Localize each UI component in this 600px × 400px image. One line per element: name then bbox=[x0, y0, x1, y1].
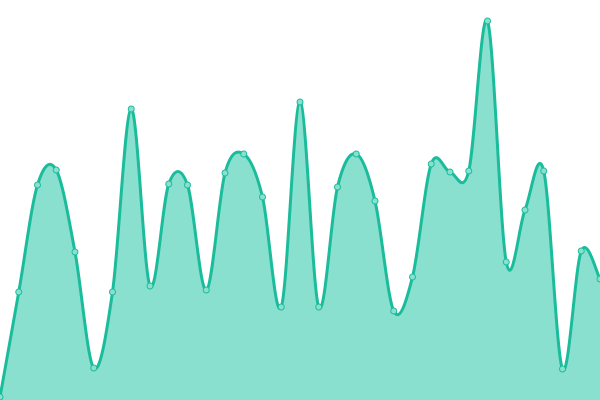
data-point bbox=[596, 275, 600, 283]
data-point bbox=[146, 282, 154, 290]
data-point bbox=[52, 166, 60, 174]
data-point bbox=[184, 181, 191, 189]
area-fill bbox=[0, 19, 600, 400]
data-point bbox=[0, 393, 4, 400]
data-point bbox=[465, 167, 473, 175]
data-point bbox=[202, 286, 210, 294]
data-point bbox=[409, 273, 416, 281]
data-point bbox=[521, 206, 529, 214]
data-point bbox=[296, 98, 304, 106]
data-point bbox=[165, 180, 173, 188]
data-point bbox=[371, 197, 379, 205]
data-point bbox=[71, 248, 79, 256]
data-point bbox=[259, 193, 266, 201]
data-point bbox=[540, 167, 548, 175]
data-point bbox=[390, 307, 398, 315]
data-point bbox=[559, 365, 566, 373]
data-point bbox=[240, 150, 248, 158]
data-point bbox=[34, 181, 41, 189]
data-point bbox=[334, 183, 341, 191]
data-point bbox=[277, 303, 285, 311]
data-point bbox=[446, 168, 454, 176]
data-point bbox=[90, 364, 98, 372]
data-point bbox=[577, 247, 585, 255]
data-point bbox=[502, 258, 510, 266]
data-point bbox=[427, 160, 435, 168]
data-point bbox=[484, 17, 491, 25]
data-points bbox=[0, 17, 600, 400]
data-point bbox=[15, 288, 23, 296]
data-point bbox=[315, 303, 323, 311]
data-point bbox=[352, 150, 360, 158]
data-point bbox=[221, 169, 229, 177]
data-point bbox=[127, 105, 135, 113]
data-point bbox=[109, 288, 116, 296]
